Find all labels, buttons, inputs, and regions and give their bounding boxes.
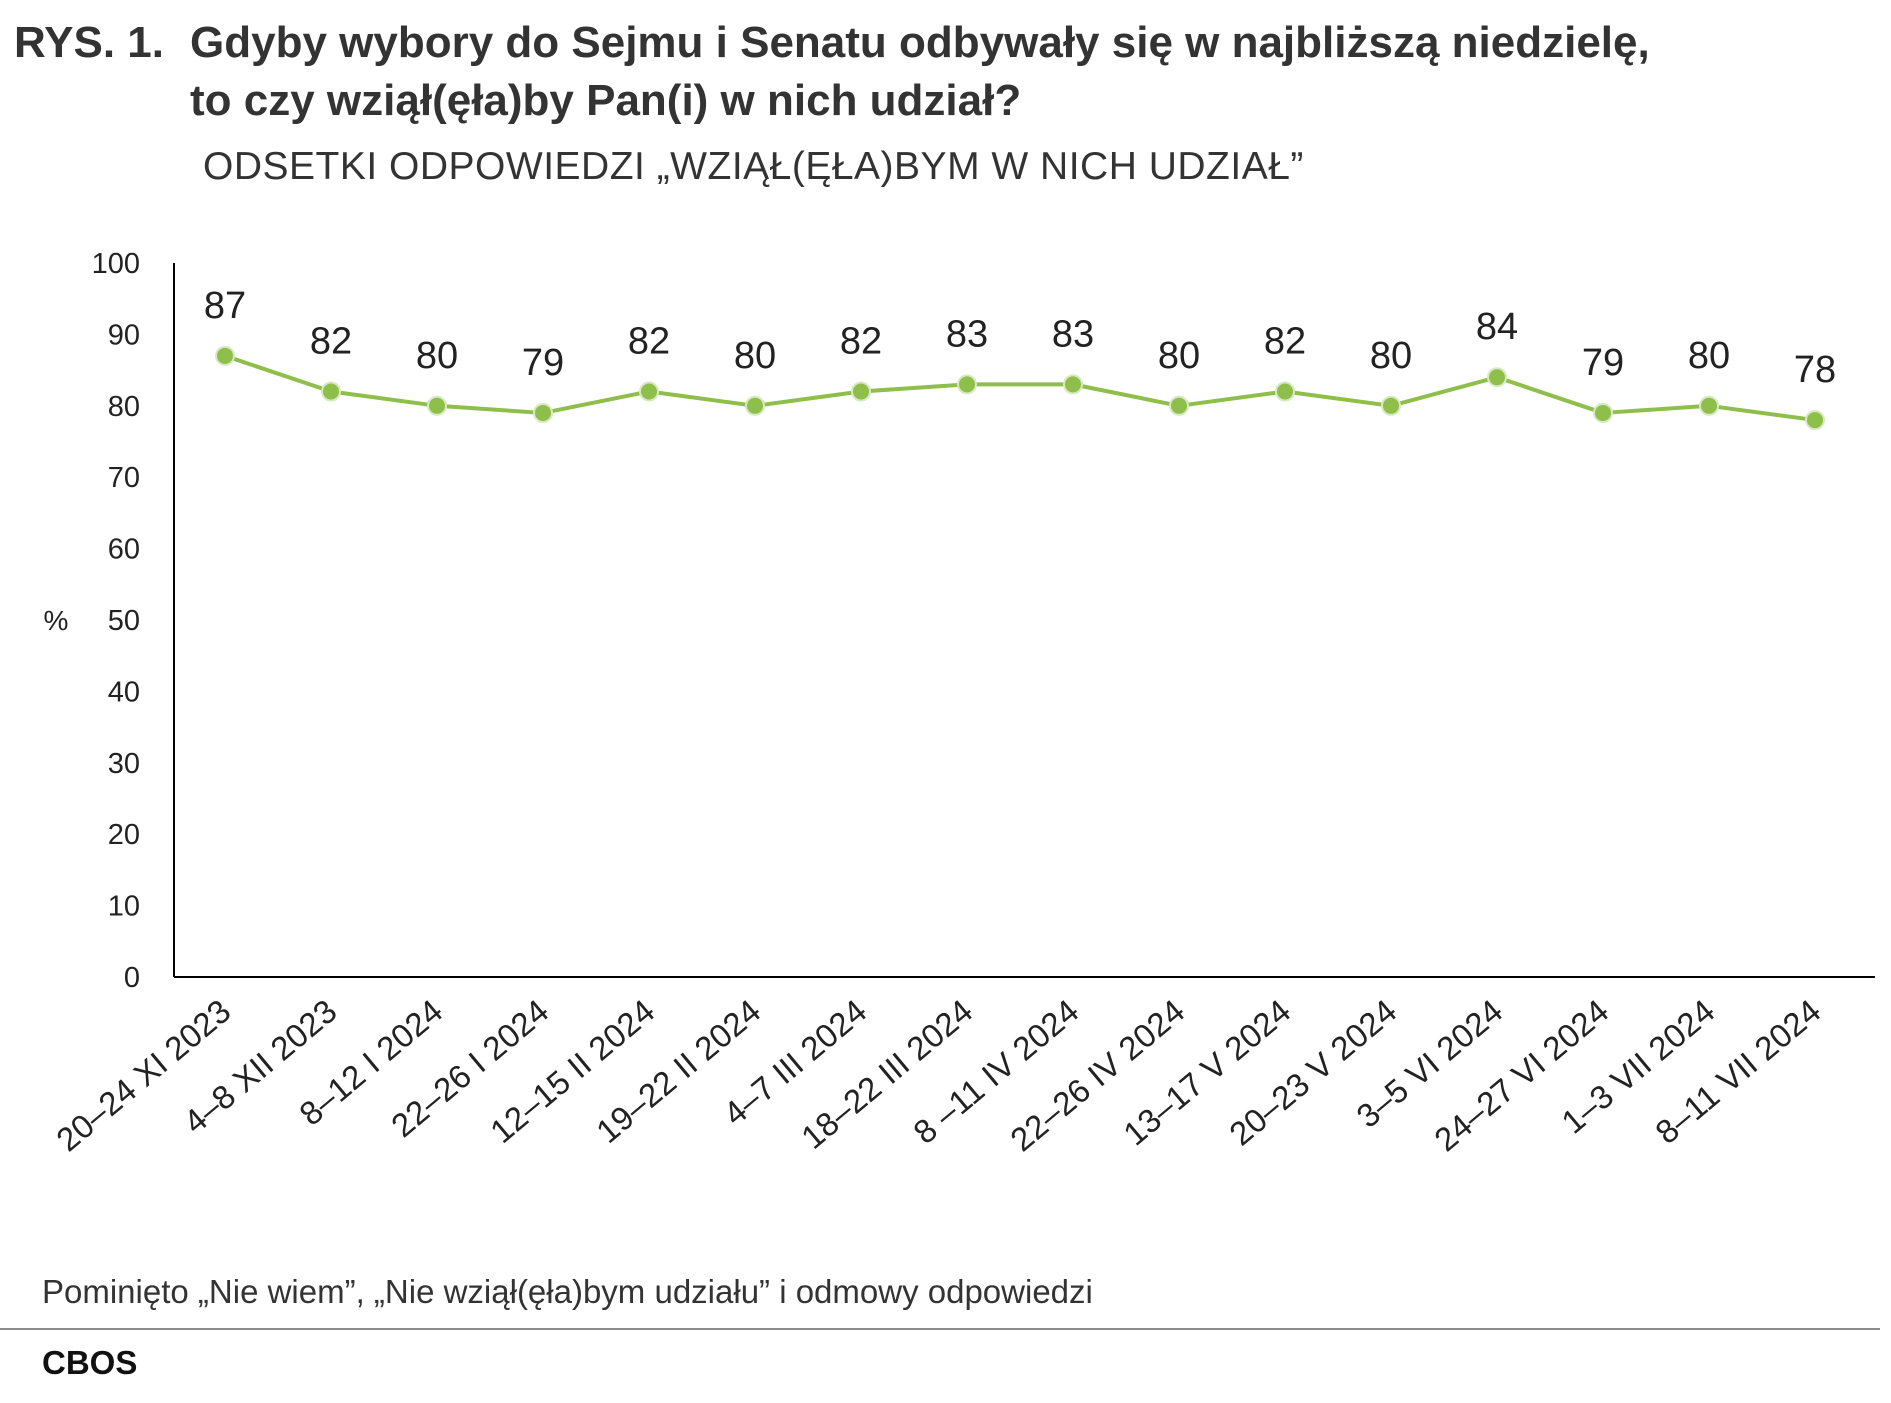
y-tick-label: 10 <box>108 891 140 923</box>
divider <box>0 1328 1880 1330</box>
data-point <box>1593 402 1613 423</box>
data-point <box>427 395 447 416</box>
data-label: 80 <box>734 335 776 377</box>
y-tick-label: 80 <box>108 391 140 423</box>
x-tick-label: 20–24 XI 2023 <box>49 992 237 1158</box>
source-label: CBOS <box>42 1344 138 1381</box>
title-line-1: Gdyby wybory do Sejmu i Senatu odbywały … <box>190 18 1650 67</box>
data-label: 82 <box>310 321 352 363</box>
y-tick-label: 70 <box>108 462 140 494</box>
title-line-2: to czy wziął(ęła)by Pan(i) w nich udział… <box>190 76 1022 125</box>
y-tick-label: 40 <box>108 676 140 708</box>
y-tick-label: 60 <box>108 534 140 566</box>
data-point <box>745 395 765 416</box>
data-label: 87 <box>204 285 246 327</box>
y-tick-label: 90 <box>108 319 140 351</box>
data-point <box>1063 374 1083 395</box>
footnote: Pominięto „Nie wiem”, „Nie wziął(ęła)bym… <box>42 1273 1093 1310</box>
chart-subtitle: ODSETKI ODPOWIEDZI „WZIĄŁ(ĘŁA)BYM W NICH… <box>203 145 1304 188</box>
y-tick-label: 50 <box>108 605 140 637</box>
y-axis-label: % <box>44 605 69 636</box>
y-tick-label: 100 <box>92 248 140 280</box>
y-tick-label: 0 <box>124 962 140 994</box>
data-point <box>1169 395 1189 416</box>
data-point <box>957 374 977 395</box>
data-label: 80 <box>1688 335 1730 377</box>
y-tick-label: 30 <box>108 748 140 780</box>
data-point <box>851 381 871 402</box>
data-label: 82 <box>1264 321 1306 363</box>
data-label: 80 <box>1158 335 1200 377</box>
data-point <box>321 381 341 402</box>
data-label: 79 <box>1582 342 1624 384</box>
series-line <box>224 353 1816 423</box>
data-label: 84 <box>1476 306 1518 348</box>
data-label: 82 <box>628 321 670 363</box>
data-label: 82 <box>840 321 882 363</box>
chart-title: RYS. 1. Gdyby wybory do Sejmu i Senatu od… <box>14 14 1650 130</box>
data-label: 83 <box>1052 313 1094 355</box>
y-tick-label: 20 <box>108 819 140 851</box>
data-label: 80 <box>416 335 458 377</box>
data-point <box>215 345 235 366</box>
data-label: 83 <box>946 313 988 355</box>
data-point <box>639 381 659 402</box>
figure-number: RYS. 1. <box>14 18 164 67</box>
data-label: 80 <box>1370 335 1412 377</box>
data-point <box>1275 381 1295 402</box>
data-point <box>1805 410 1825 431</box>
data-point <box>533 402 553 423</box>
data-point <box>1699 395 1719 416</box>
data-label: 78 <box>1794 349 1836 391</box>
data-point <box>1381 395 1401 416</box>
data-point <box>1487 367 1507 388</box>
data-label: 79 <box>522 342 564 384</box>
